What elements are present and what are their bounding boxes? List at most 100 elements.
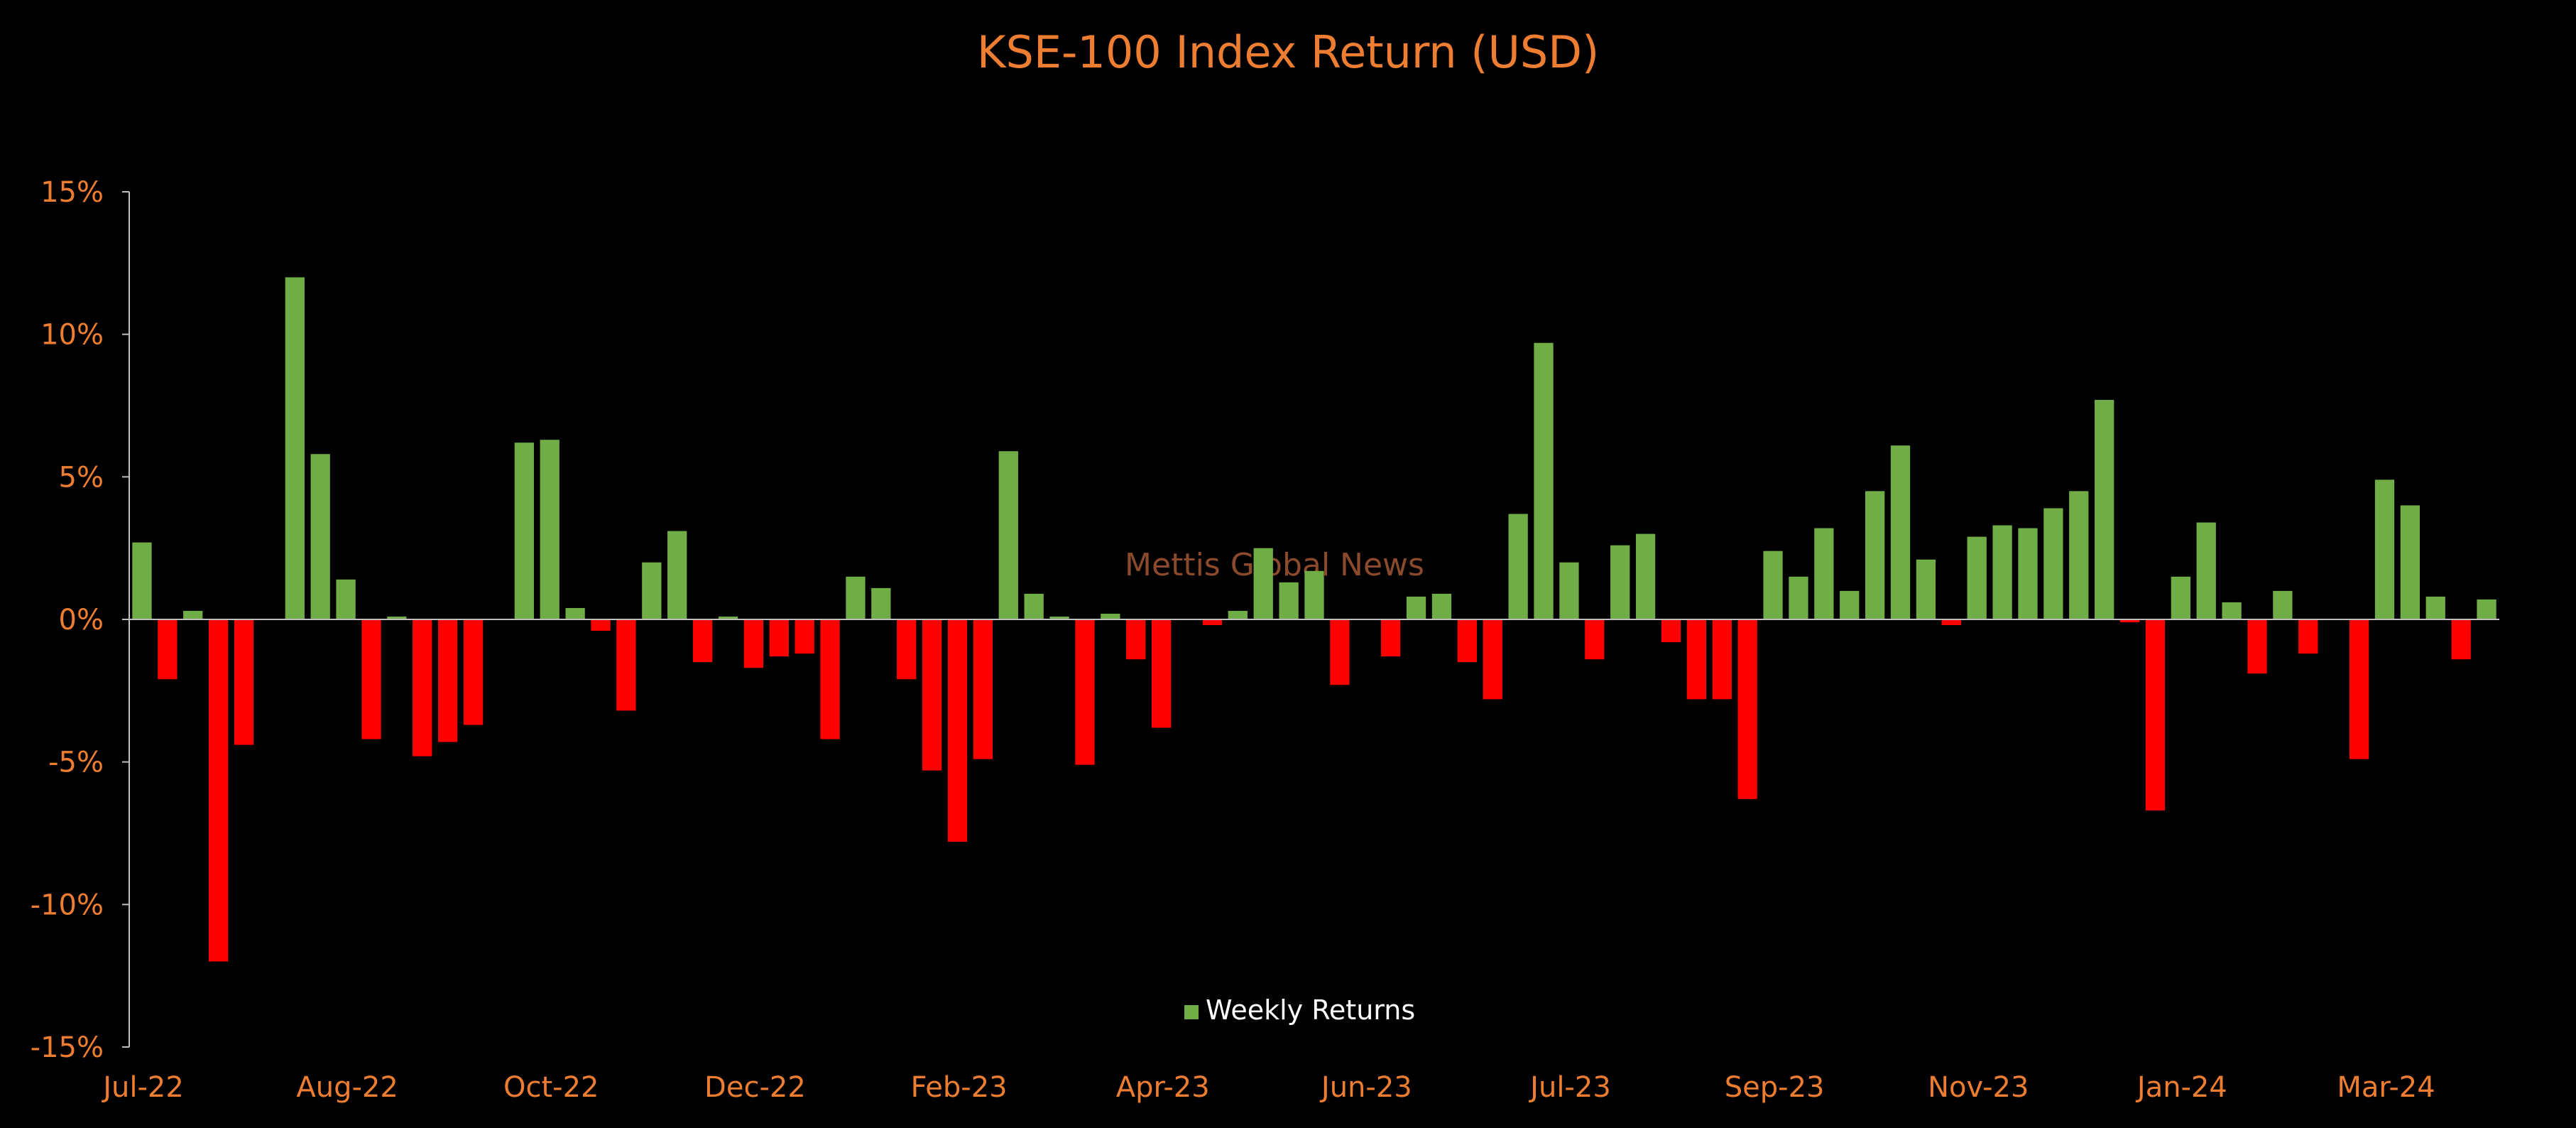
bar <box>1814 528 1834 619</box>
bar <box>922 619 942 771</box>
x-tick-label: Dec-22 <box>704 1071 806 1104</box>
bar <box>1967 536 1987 619</box>
bar <box>973 619 993 759</box>
bar <box>361 619 381 739</box>
bar <box>1534 342 1554 619</box>
bar <box>2196 522 2216 619</box>
bar <box>846 576 866 619</box>
bar <box>1508 514 1528 619</box>
x-tick-label: Apr-23 <box>1116 1071 1210 1104</box>
bar <box>2018 528 2038 619</box>
bar <box>2043 508 2063 619</box>
chart-title: KSE-100 Index Return (USD) <box>977 26 1599 78</box>
bar <box>1865 491 1885 619</box>
bar <box>514 443 534 619</box>
bar <box>2451 619 2471 660</box>
x-tick-label: Mar-24 <box>2337 1071 2435 1104</box>
bar <box>2477 599 2496 619</box>
bar <box>1101 613 1120 619</box>
bar <box>1635 533 1656 619</box>
bar <box>1075 619 1095 765</box>
x-tick-label: Jul-22 <box>101 1071 184 1104</box>
bar <box>285 277 305 619</box>
bar <box>1686 619 1707 700</box>
bar <box>1049 616 1069 619</box>
bar <box>2349 619 2369 759</box>
bar <box>387 616 407 619</box>
x-tick-label: Sep-23 <box>1725 1071 1825 1104</box>
y-tick-label: -5% <box>48 747 104 779</box>
bar <box>1585 619 1605 660</box>
bar <box>1763 551 1783 619</box>
bar <box>132 542 152 619</box>
bar <box>1712 619 1732 700</box>
y-tick-label: 10% <box>40 319 104 352</box>
bar <box>1304 570 1324 619</box>
bar <box>1381 619 1401 657</box>
bars-layer <box>129 277 2499 962</box>
x-tick-label: Jun-23 <box>1319 1071 1412 1104</box>
bar <box>413 619 432 756</box>
bar <box>540 440 560 619</box>
bar <box>1126 619 1146 660</box>
bar <box>1406 596 1426 619</box>
legend: Weekly Returns <box>1184 994 1415 1026</box>
bar <box>1890 445 1911 619</box>
bar <box>1228 610 1248 619</box>
x-tick-label: Jan-24 <box>2135 1071 2227 1104</box>
bar <box>1253 548 1273 619</box>
bar <box>1992 525 2012 619</box>
bar <box>1152 619 1172 728</box>
x-tick-label: Jul-23 <box>1528 1071 1611 1104</box>
bar <box>1661 619 1681 643</box>
bar <box>2119 619 2140 623</box>
x-tick-label: Aug-22 <box>296 1071 398 1104</box>
bar <box>820 619 840 739</box>
bar <box>1483 619 1502 700</box>
x-tick-label: Feb-23 <box>910 1071 1007 1104</box>
bar <box>1941 619 1961 626</box>
bar <box>616 619 636 711</box>
bar <box>2145 619 2166 810</box>
bar <box>1559 562 1579 619</box>
bar <box>871 587 891 619</box>
legend-swatch-weekly-returns <box>1184 1005 1199 1019</box>
bar <box>897 619 917 680</box>
watermark-text: Mettis Global News <box>1125 547 1424 583</box>
bar <box>1457 619 1477 663</box>
bar <box>310 454 330 619</box>
bar <box>998 451 1018 619</box>
bar <box>2298 619 2318 654</box>
bar <box>2425 596 2445 619</box>
bar <box>642 562 662 619</box>
bar <box>591 619 611 631</box>
bar <box>158 619 178 680</box>
bar <box>1431 593 1452 619</box>
bar <box>183 610 203 619</box>
bar <box>667 531 687 619</box>
bar <box>1202 619 1223 626</box>
bar <box>2247 619 2267 674</box>
y-tick-label: -10% <box>31 889 104 921</box>
bar <box>2400 505 2421 619</box>
x-tick-label: Oct-22 <box>503 1071 599 1104</box>
axis-layer <box>122 191 130 1048</box>
bar <box>1024 593 1044 619</box>
bar <box>1789 576 1808 619</box>
bar <box>336 579 356 619</box>
x-tick-label: Nov-23 <box>1928 1071 2029 1104</box>
bar <box>1330 619 1350 685</box>
bar <box>1737 619 1757 799</box>
tick-labels-layer: 15% 10% 5% 0% -5% -10% -15% Jul-22 Aug-22 Oct-22 D… <box>31 176 2435 1104</box>
bar <box>2273 590 2293 619</box>
bar <box>692 619 713 663</box>
bar <box>2222 602 2242 619</box>
bar <box>463 619 484 725</box>
bar <box>743 619 764 668</box>
bar <box>769 619 789 657</box>
bar <box>795 619 814 654</box>
bar <box>718 616 738 619</box>
bar <box>234 619 254 745</box>
